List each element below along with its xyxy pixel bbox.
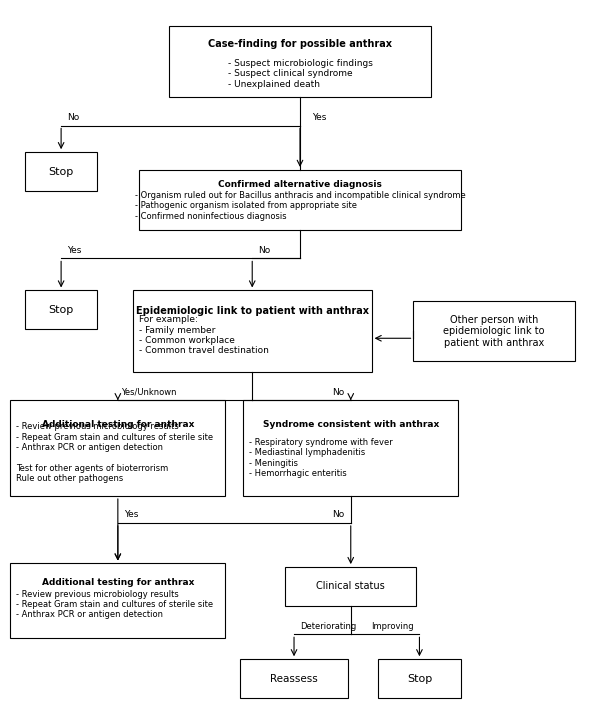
Text: - Suspect microbiologic findings
- Suspect clinical syndrome
- Unexplained death: - Suspect microbiologic findings - Suspe…	[227, 48, 373, 89]
Text: Epidemiologic link to patient with anthrax: Epidemiologic link to patient with anthr…	[136, 305, 369, 316]
FancyBboxPatch shape	[25, 290, 97, 330]
Text: Yes: Yes	[312, 113, 326, 122]
FancyBboxPatch shape	[240, 659, 348, 698]
FancyBboxPatch shape	[169, 26, 431, 97]
FancyBboxPatch shape	[10, 400, 226, 496]
Text: Yes: Yes	[124, 511, 138, 520]
Text: Stop: Stop	[49, 167, 74, 177]
Text: Reassess: Reassess	[270, 674, 318, 684]
Text: Clinical status: Clinical status	[316, 582, 385, 592]
Text: Stop: Stop	[407, 674, 432, 684]
FancyBboxPatch shape	[133, 290, 371, 372]
Text: No: No	[332, 388, 345, 397]
Text: - Respiratory syndrome with fever
- Mediastinal lymphadenitis
- Meningitis
- Hem: - Respiratory syndrome with fever - Medi…	[249, 428, 393, 478]
FancyBboxPatch shape	[413, 301, 575, 361]
Text: Stop: Stop	[49, 305, 74, 315]
Text: No: No	[332, 511, 345, 520]
Text: Improving: Improving	[371, 622, 413, 631]
Text: - Organism ruled out for Bacillus anthracis and incompatible clinical syndrome
-: - Organism ruled out for Bacillus anthra…	[134, 191, 466, 221]
Text: Additional testing for anthrax: Additional testing for anthrax	[41, 420, 194, 429]
Text: Confirmed alternative diagnosis: Confirmed alternative diagnosis	[218, 180, 382, 189]
Text: Deteriorating: Deteriorating	[300, 622, 356, 631]
FancyBboxPatch shape	[377, 659, 461, 698]
FancyBboxPatch shape	[10, 563, 226, 638]
FancyBboxPatch shape	[243, 400, 458, 496]
Text: Yes/Unknown: Yes/Unknown	[121, 388, 176, 397]
Text: For example:
- Family member
- Common workplace
- Common travel destination: For example: - Family member - Common wo…	[139, 315, 269, 355]
Text: Yes: Yes	[67, 246, 82, 255]
FancyBboxPatch shape	[285, 567, 416, 606]
Text: Case-finding for possible anthrax: Case-finding for possible anthrax	[208, 39, 392, 49]
Text: Syndrome consistent with anthrax: Syndrome consistent with anthrax	[263, 420, 439, 429]
Text: - Review previous microbiology results
- Repeat Gram stain and cultures of steri: - Review previous microbiology results -…	[16, 422, 214, 483]
Text: Other person with
epidemiologic link to
patient with anthrax: Other person with epidemiologic link to …	[443, 315, 545, 347]
Text: No: No	[258, 246, 271, 255]
FancyBboxPatch shape	[139, 170, 461, 230]
Text: No: No	[67, 113, 79, 122]
Text: - Review previous microbiology results
- Repeat Gram stain and cultures of steri: - Review previous microbiology results -…	[16, 590, 214, 619]
Text: Additional testing for anthrax: Additional testing for anthrax	[41, 577, 194, 587]
FancyBboxPatch shape	[25, 152, 97, 191]
